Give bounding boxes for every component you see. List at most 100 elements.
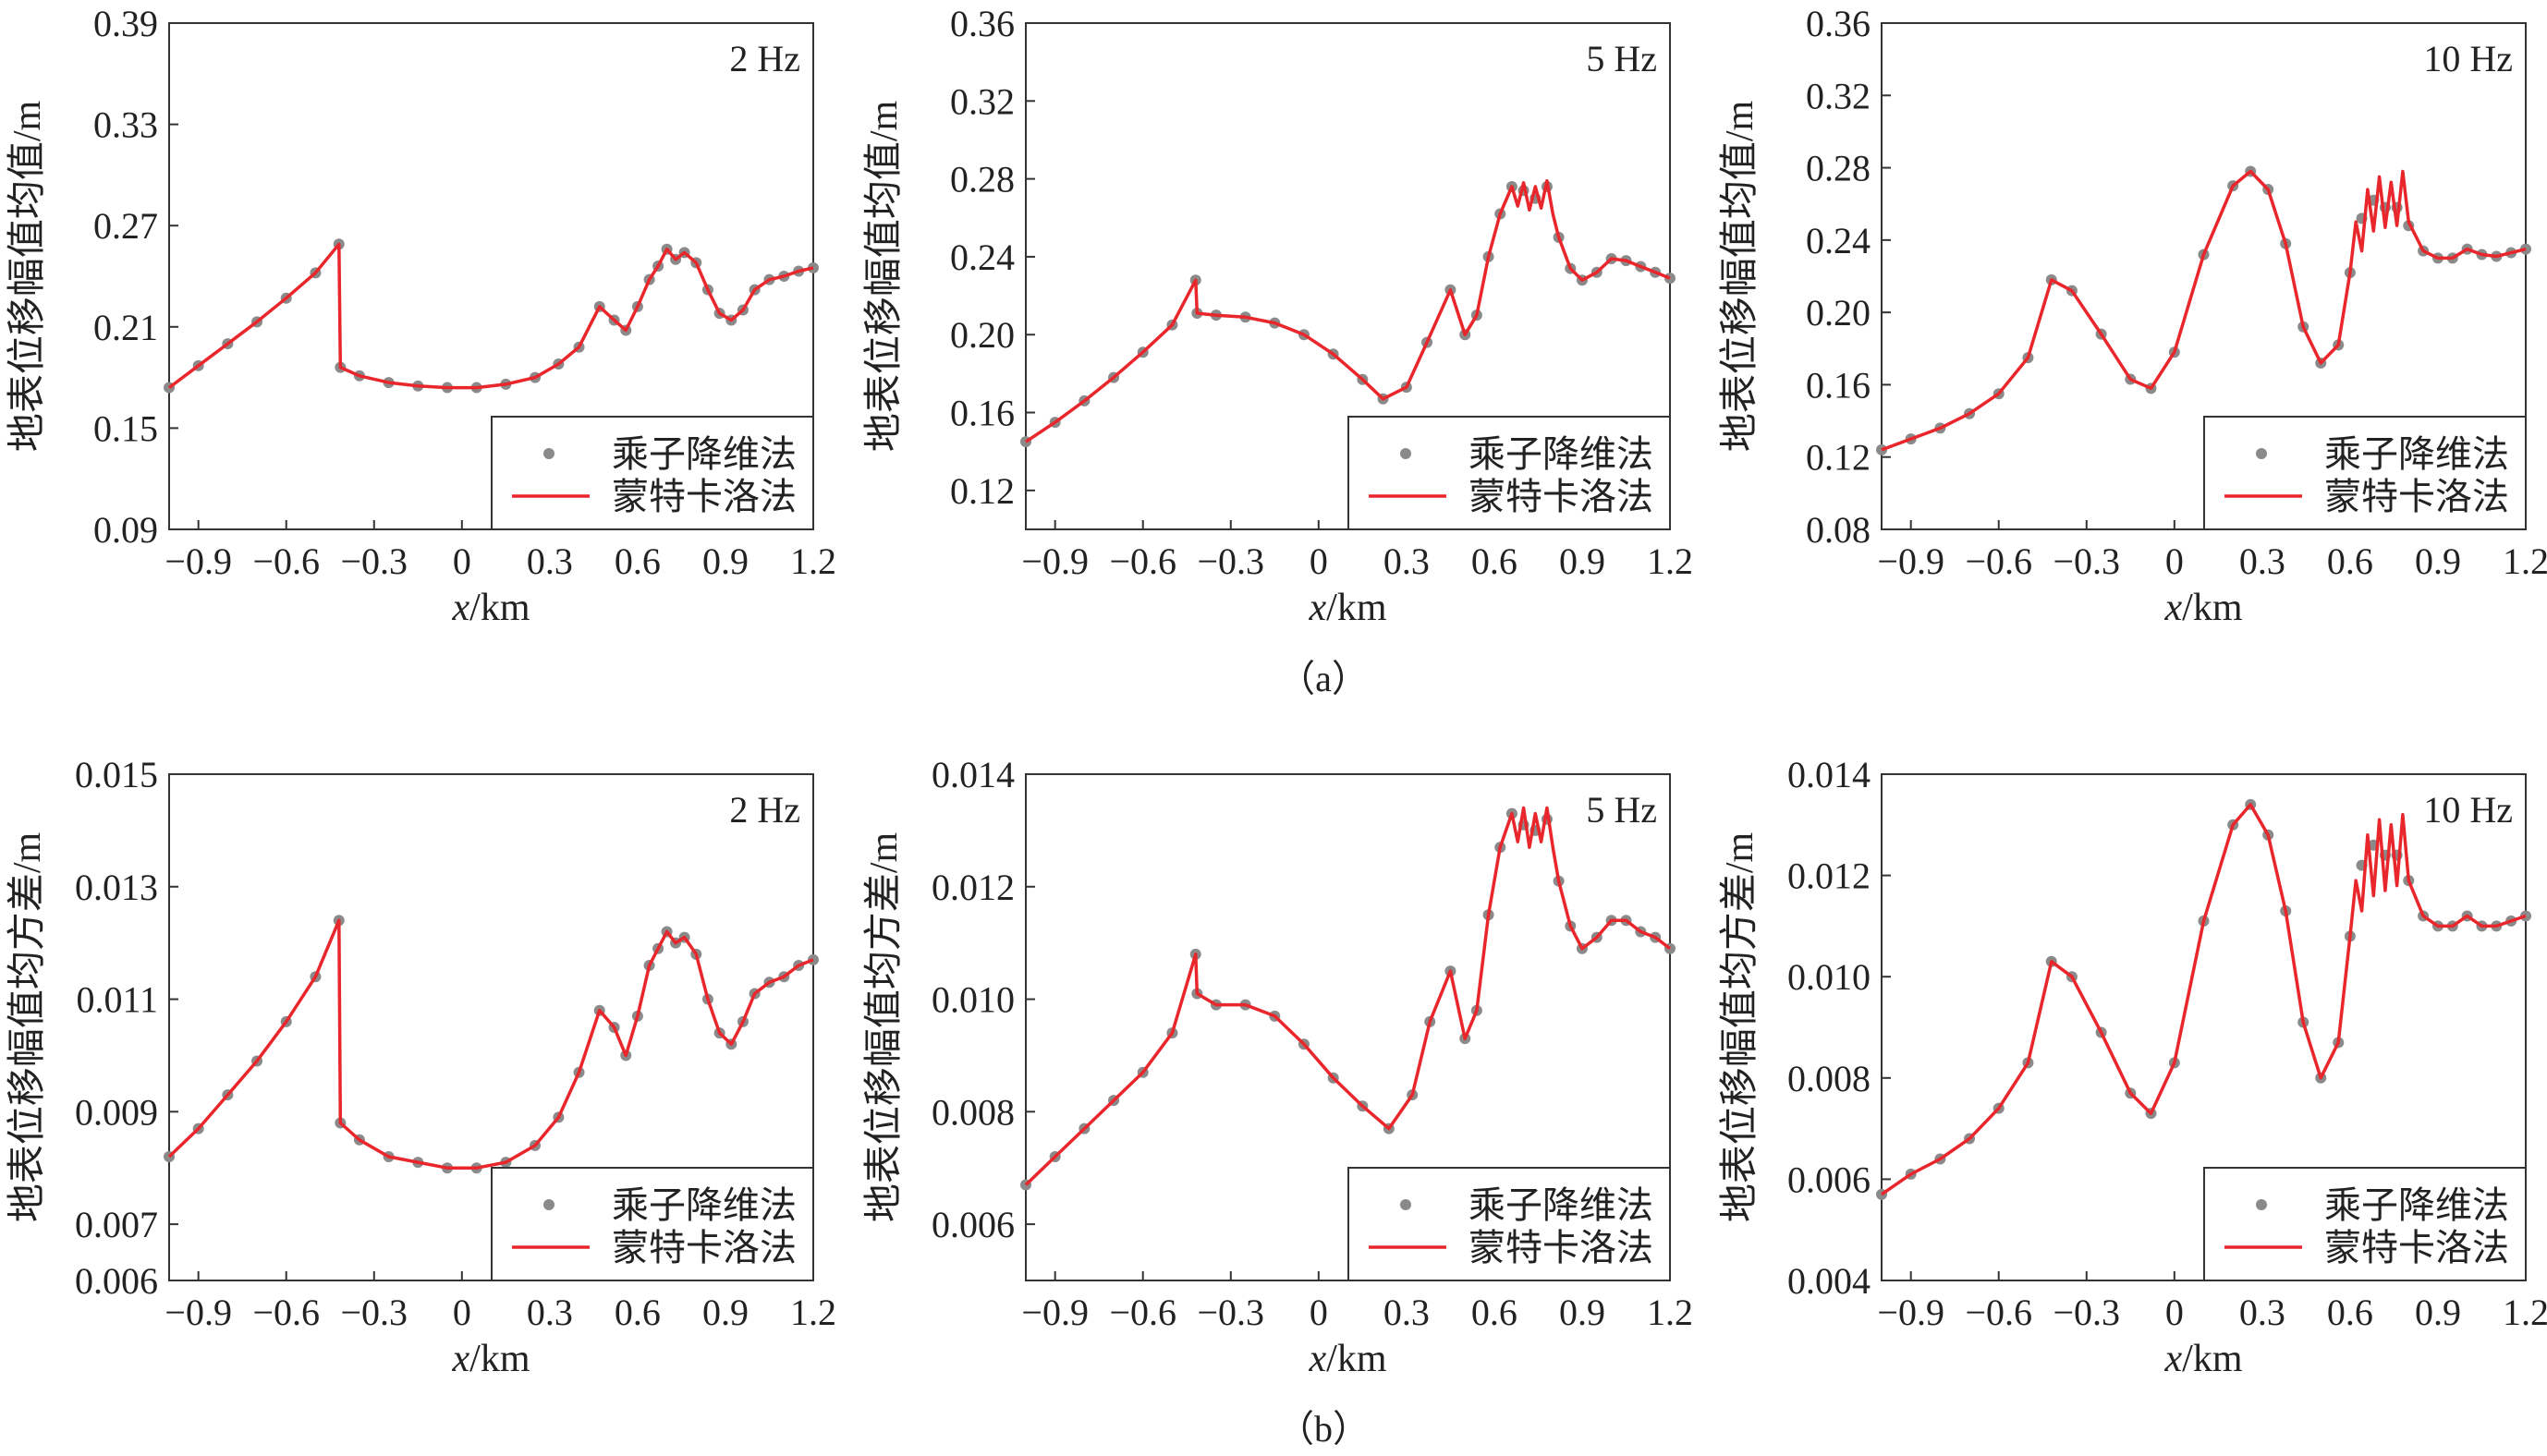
- x-tick-label: −0.3: [340, 540, 408, 582]
- series-line: [167, 242, 814, 390]
- y-tick-label: 0.09: [93, 509, 158, 551]
- y-tick-label: 0.16: [950, 393, 1015, 434]
- panels: −0.9 −0.6 −0.3 0 0.3 0.6 0.9 1.2 0.09 0.15 0.21 0.2…: [6, 3, 2547, 1380]
- x-axis-title: x/km: [2164, 587, 2243, 629]
- series-line: [167, 918, 814, 1170]
- series-line: [1024, 806, 1672, 1186]
- x-axis-title: x/km: [1309, 1338, 1387, 1380]
- x-tick-label: 1.2: [2503, 1292, 2547, 1333]
- x-tick-label: 0.3: [527, 540, 573, 582]
- legend-label: 蒙特卡洛法: [612, 476, 797, 517]
- y-tick-label: 0.15: [93, 407, 158, 449]
- x-tick-label: −0.3: [2053, 540, 2120, 582]
- y-tick-label: 0.24: [950, 237, 1015, 278]
- x-tick-label: −0.6: [1109, 540, 1176, 582]
- y-tick-label: 0.21: [93, 307, 158, 348]
- frequency-label: 2 Hz: [729, 789, 800, 831]
- chart-panel-b3: −0.9 −0.6 −0.3 0 0.3 0.6 0.9 1.2 0.004 0.006 0.008…: [1718, 754, 2547, 1380]
- x-tick-label: 0.3: [1383, 1292, 1430, 1333]
- data-point: [808, 261, 819, 273]
- legend-label: 蒙特卡洛法: [1468, 1227, 1653, 1268]
- x-tick-label: 0: [2165, 540, 2184, 582]
- legend-box: [2203, 416, 2527, 530]
- x-tick-label: −0.3: [1197, 540, 1264, 582]
- legend-label: 乘子降维法: [612, 433, 797, 475]
- chart-panel-b1: −0.9 −0.6 −0.3 0 0.3 0.6 0.9 1.2 0.006 0.007 0.009…: [6, 754, 836, 1380]
- y-axis-title: 地表位移幅值均方差/m: [6, 832, 49, 1223]
- y-tick-label: 0.20: [1806, 292, 1871, 334]
- chart-panel-a1: −0.9 −0.6 −0.3 0 0.3 0.6 0.9 1.2 0.09 0.15 0.21 0.2…: [6, 3, 836, 629]
- y-tick-label: 0.32: [950, 80, 1015, 122]
- x-tick-label: −0.6: [1965, 540, 2032, 582]
- x-tick-label: 0.6: [2327, 540, 2373, 582]
- x-tick-label: 1.2: [1647, 540, 1693, 582]
- x-tick-label: 1.2: [1647, 1292, 1693, 1333]
- y-tick-label: 0.16: [1806, 364, 1871, 406]
- frequency-label: 5 Hz: [1586, 38, 1657, 79]
- frequency-label: 10 Hz: [2423, 38, 2513, 79]
- x-tick-label: 0.9: [2415, 1292, 2461, 1333]
- x-tick-label: 0.6: [615, 540, 661, 582]
- legend-label: 蒙特卡洛法: [612, 1227, 797, 1268]
- x-tick-label: 0.9: [702, 540, 749, 582]
- y-tick-label: 0.004: [1787, 1260, 1871, 1302]
- x-tick-label: 1.2: [2503, 540, 2547, 582]
- legend-label: 蒙特卡洛法: [2324, 476, 2509, 517]
- x-tick-label: −0.9: [165, 1292, 232, 1333]
- x-tick-label: −0.6: [252, 1292, 320, 1333]
- y-tick-label: 0.009: [75, 1091, 158, 1133]
- caption-a: （a）: [1278, 658, 1369, 699]
- x-tick-label: 1.2: [790, 1292, 836, 1333]
- x-tick-label: −0.6: [1965, 1292, 2032, 1333]
- y-axis-title: 地表位移幅值均方差/m: [1718, 832, 1761, 1223]
- legend-label: 乘子降维法: [1468, 433, 1653, 475]
- y-tick-label: 0.013: [75, 867, 158, 908]
- y-tick-label: 0.36: [1806, 3, 1871, 44]
- y-tick-label: 0.36: [950, 3, 1015, 44]
- series-line: [1881, 169, 2527, 452]
- x-axis-title: x/km: [2164, 1338, 2243, 1380]
- x-tick-label: −0.6: [252, 540, 320, 582]
- legend-box: [2203, 1167, 2527, 1281]
- legend-box: [491, 1167, 814, 1281]
- x-tick-label: 0.3: [2239, 1292, 2285, 1333]
- x-axis-title: x/km: [452, 587, 530, 629]
- legend-label: 乘子降维法: [2324, 433, 2509, 475]
- x-tick-label: 0.9: [1559, 540, 1605, 582]
- x-tick-label: −0.9: [1877, 540, 1944, 582]
- y-tick-label: 0.28: [950, 159, 1015, 200]
- legend-label: 蒙特卡洛法: [1468, 476, 1653, 517]
- legend-box: [491, 416, 814, 530]
- legend-box: [1347, 416, 1671, 530]
- y-tick-label: 0.010: [1787, 956, 1871, 998]
- x-tick-label: 0: [1310, 1292, 1328, 1333]
- y-tick-label: 0.015: [75, 754, 158, 795]
- y-axis-title: 地表位移幅值均方差/m: [862, 832, 906, 1223]
- y-tick-label: 0.12: [1806, 437, 1871, 479]
- legend-box: [1347, 1167, 1671, 1281]
- caption-b: （b）: [1277, 1408, 1370, 1450]
- legend-label: 乘子降维法: [612, 1184, 797, 1226]
- x-tick-label: −0.9: [1021, 540, 1089, 582]
- frequency-label: 2 Hz: [729, 38, 800, 79]
- series-dots-group: [1020, 807, 1676, 1191]
- x-tick-label: 0.6: [2327, 1292, 2373, 1333]
- x-tick-label: 0.6: [1471, 540, 1517, 582]
- x-tick-label: 1.2: [790, 540, 836, 582]
- y-tick-label: 0.20: [950, 314, 1015, 356]
- x-tick-label: 0.3: [1383, 540, 1430, 582]
- x-tick-label: 0.6: [615, 1292, 661, 1333]
- y-tick-label: 0.014: [932, 754, 1015, 795]
- series-dots-group: [164, 915, 819, 1174]
- x-tick-label: 0.3: [527, 1292, 573, 1333]
- legend-dot-marker: [2256, 448, 2267, 459]
- x-tick-label: 0.9: [2415, 540, 2461, 582]
- legend-dot-marker: [543, 448, 554, 459]
- x-tick-label: 0: [453, 540, 471, 582]
- y-tick-label: 0.08: [1806, 509, 1871, 551]
